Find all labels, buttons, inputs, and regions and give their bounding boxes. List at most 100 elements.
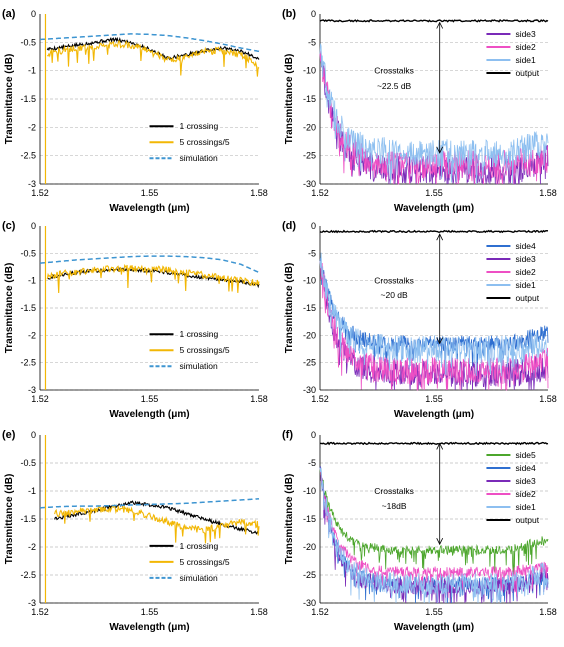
legend-label: output (515, 293, 539, 303)
y-tick-label: -15 (303, 303, 316, 313)
series-line (319, 19, 549, 23)
y-tick-label: -2 (28, 122, 36, 132)
arrow-head-top (436, 21, 444, 29)
series-line (319, 468, 549, 598)
y-tick-label: -20 (303, 542, 316, 552)
y-tick-label: -25 (303, 358, 316, 368)
legend-label: side3 (515, 476, 536, 486)
y-tick-label: -2 (28, 542, 36, 552)
y-tick-label: -3 (28, 179, 36, 189)
legend-label: 5 crossings/5 (180, 345, 230, 355)
annotation-line2: ~18dB (382, 501, 407, 511)
y-tick-label: -15 (303, 94, 316, 104)
y-axis-label: Transmittance (dB) (4, 54, 15, 145)
y-tick-label: -1 (28, 276, 36, 286)
series-line (319, 467, 549, 604)
x-axis-label: Wavelength (μm) (394, 203, 474, 214)
y-tick-label: 0 (311, 430, 316, 440)
y-tick-label: -5 (308, 248, 316, 258)
series-line (319, 261, 549, 391)
series-line (47, 266, 260, 289)
y-tick-label: -1.5 (20, 514, 36, 524)
legend-label: 5 crossings/5 (180, 137, 230, 147)
y-tick-label: -3 (28, 598, 36, 608)
x-tick-label: 1.58 (250, 188, 268, 198)
y-tick-label: -25 (303, 570, 316, 580)
x-tick-label: 1.55 (425, 188, 443, 198)
x-tick-label: 1.52 (31, 607, 49, 617)
series-line (54, 504, 260, 544)
legend-label: side2 (515, 42, 536, 52)
series-line (46, 263, 260, 294)
panel-a: 0 -0.5 -1 -1.5 -2 -2.5 -31.52 1.55 1.58 Wavelengt… (2, 8, 268, 214)
legend-label: side1 (515, 502, 536, 512)
legend-label: side4 (515, 463, 536, 473)
y-tick-label: -25 (303, 151, 316, 161)
series-line (39, 498, 260, 509)
series-line (319, 229, 549, 234)
y-axis-label: Transmittance (dB) (4, 474, 15, 565)
y-tick-label: 0 (31, 9, 36, 19)
annotation-line2: ~20 dB (381, 290, 409, 300)
arrow-head-bottom (436, 146, 444, 154)
panel-c: 0 -0.5 -1 -1.5 -2 -2.5 -31.52 1.55 1.58 Wavelengt… (2, 220, 268, 420)
legend-label: side3 (515, 254, 536, 264)
y-axis-label: Transmittance (dB) (284, 54, 295, 145)
panel-label: (b) (282, 8, 296, 20)
y-axis-label: Transmittance (dB) (284, 263, 295, 354)
x-tick-label: 1.52 (31, 394, 49, 404)
x-tick-label: 1.52 (311, 188, 329, 198)
arrow-head-bottom (436, 337, 444, 345)
y-tick-label: -5 (308, 458, 316, 468)
panel-d: 0 -5 -10 -15 -20 -25 -301.52 1.55 1.58 Wavelength… (282, 220, 557, 420)
panel-label: (f) (282, 429, 293, 441)
x-tick-label: 1.58 (250, 607, 268, 617)
y-tick-label: -10 (303, 66, 316, 76)
legend-label: 1 crossing (180, 121, 219, 131)
x-tick-label: 1.58 (539, 607, 557, 617)
y-tick-label: 0 (311, 9, 316, 19)
series-line (39, 255, 260, 274)
y-tick-label: -1.5 (20, 94, 36, 104)
legend-label: 5 crossings/5 (180, 557, 230, 567)
y-tick-label: -20 (303, 330, 316, 340)
legend-label: side2 (515, 489, 536, 499)
x-tick-label: 1.58 (250, 394, 268, 404)
y-tick-label: -1 (28, 66, 36, 76)
x-tick-label: 1.55 (425, 394, 443, 404)
x-axis-label: Wavelength (μm) (109, 409, 189, 420)
arrow-head-bottom (436, 538, 444, 546)
panel-label: (c) (2, 220, 16, 232)
series-line (47, 39, 260, 77)
y-axis-label: Transmittance (dB) (4, 263, 15, 354)
series-line (319, 466, 549, 604)
y-tick-label: -10 (303, 276, 316, 286)
annotation-line2: ~22.5 dB (377, 81, 412, 91)
legend-label: side2 (515, 267, 536, 277)
panel-label: (e) (2, 429, 16, 441)
x-tick-label: 1.58 (539, 188, 557, 198)
x-tick-label: 1.52 (31, 188, 49, 198)
legend-label: output (515, 515, 539, 525)
x-axis-label: Wavelength (μm) (109, 203, 189, 214)
x-tick-label: 1.58 (539, 394, 557, 404)
x-tick-label: 1.55 (141, 607, 159, 617)
y-tick-label: -1 (28, 486, 36, 496)
legend-label: output (515, 68, 539, 78)
annotation-line1: Crosstalks (374, 486, 414, 496)
x-tick-label: 1.52 (311, 607, 329, 617)
arrow-head-top (436, 442, 444, 450)
y-tick-label: -1.5 (20, 303, 36, 313)
legend-label: simulation (180, 153, 219, 163)
series-line (46, 36, 260, 61)
y-tick-label: -15 (303, 514, 316, 524)
y-tick-label: -20 (303, 122, 316, 132)
y-tick-label: 0 (31, 221, 36, 231)
y-axis-label: Transmittance (dB) (284, 474, 295, 565)
y-tick-label: -5 (308, 37, 316, 47)
series-line (319, 441, 549, 446)
series-line (319, 50, 549, 185)
legend-label: simulation (180, 573, 219, 583)
series-line (319, 43, 549, 185)
